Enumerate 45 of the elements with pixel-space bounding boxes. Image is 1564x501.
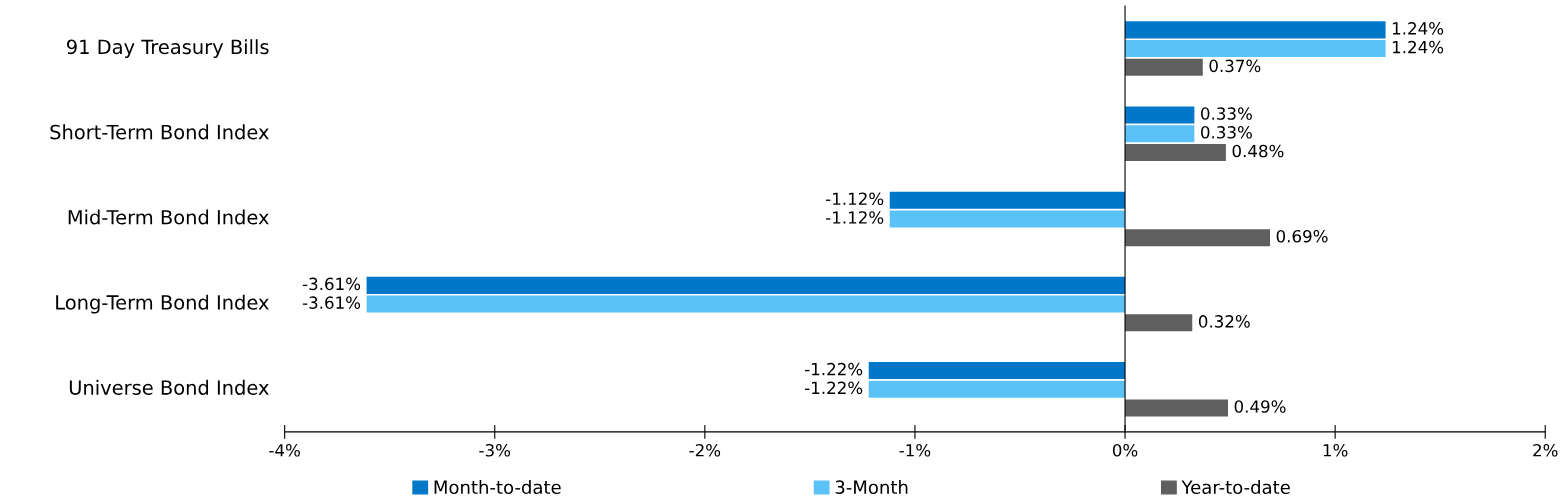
data-label: -1.22% (805, 381, 863, 395)
bar (868, 380, 1126, 398)
y-tick-label: 91 Day Treasury Bills (66, 39, 269, 59)
data-label: 0.37% (1209, 59, 1261, 73)
bar (1125, 21, 1386, 39)
bar (1125, 399, 1228, 417)
y-tick-label: Mid-Term Bond Index (68, 209, 269, 225)
x-tick-label: 2% (1533, 443, 1558, 457)
data-label: -1.12% (826, 211, 884, 224)
x-tick-label: -4% (269, 443, 300, 457)
y-tick-label: Universe Bond Index (69, 379, 269, 395)
bar (868, 362, 1126, 380)
data-label: -3.61% (302, 296, 361, 309)
data-label: 0.49% (1234, 400, 1286, 413)
data-label: -1.22% (805, 362, 863, 376)
y-tick-label: Short-Term Bond Index (50, 124, 269, 140)
bar (889, 210, 1126, 228)
data-label: 0.33% (1201, 107, 1252, 120)
bar (366, 295, 1126, 313)
x-tick-label: -2% (689, 443, 721, 457)
bar (1125, 314, 1193, 332)
data-label: 1.24% (1392, 40, 1444, 54)
bar (1125, 125, 1195, 143)
bar (1125, 229, 1270, 247)
x-tick-label: -1% (899, 443, 931, 457)
data-label: -3.61% (302, 277, 361, 291)
bar (1125, 58, 1203, 76)
y-tick-label: Long-Term Bond Index (56, 294, 269, 314)
data-label: 0.69% (1276, 229, 1328, 243)
bar (1125, 40, 1386, 58)
data-label: -1.12% (826, 192, 884, 206)
x-tick-label: 1% (1323, 443, 1348, 457)
data-label: 0.32% (1198, 315, 1250, 328)
data-label: 0.33% (1201, 126, 1252, 139)
x-tick-label: 0% (1112, 443, 1138, 457)
bar (1125, 143, 1226, 162)
legend-label: Year-to-date (1181, 480, 1290, 495)
legend-label: 3-Month (835, 480, 908, 495)
bar (1125, 106, 1195, 124)
data-label: 1.24% (1392, 22, 1444, 35)
bar (366, 276, 1126, 294)
legend-label: Month-to-date (434, 480, 561, 495)
data-label: 0.48% (1232, 144, 1284, 158)
bar (889, 191, 1126, 209)
x-tick-label: -3% (479, 443, 511, 457)
